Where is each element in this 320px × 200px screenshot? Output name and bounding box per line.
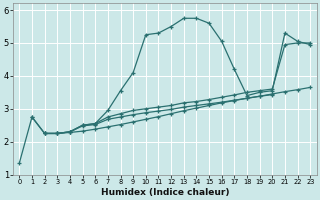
X-axis label: Humidex (Indice chaleur): Humidex (Indice chaleur) — [100, 188, 229, 197]
